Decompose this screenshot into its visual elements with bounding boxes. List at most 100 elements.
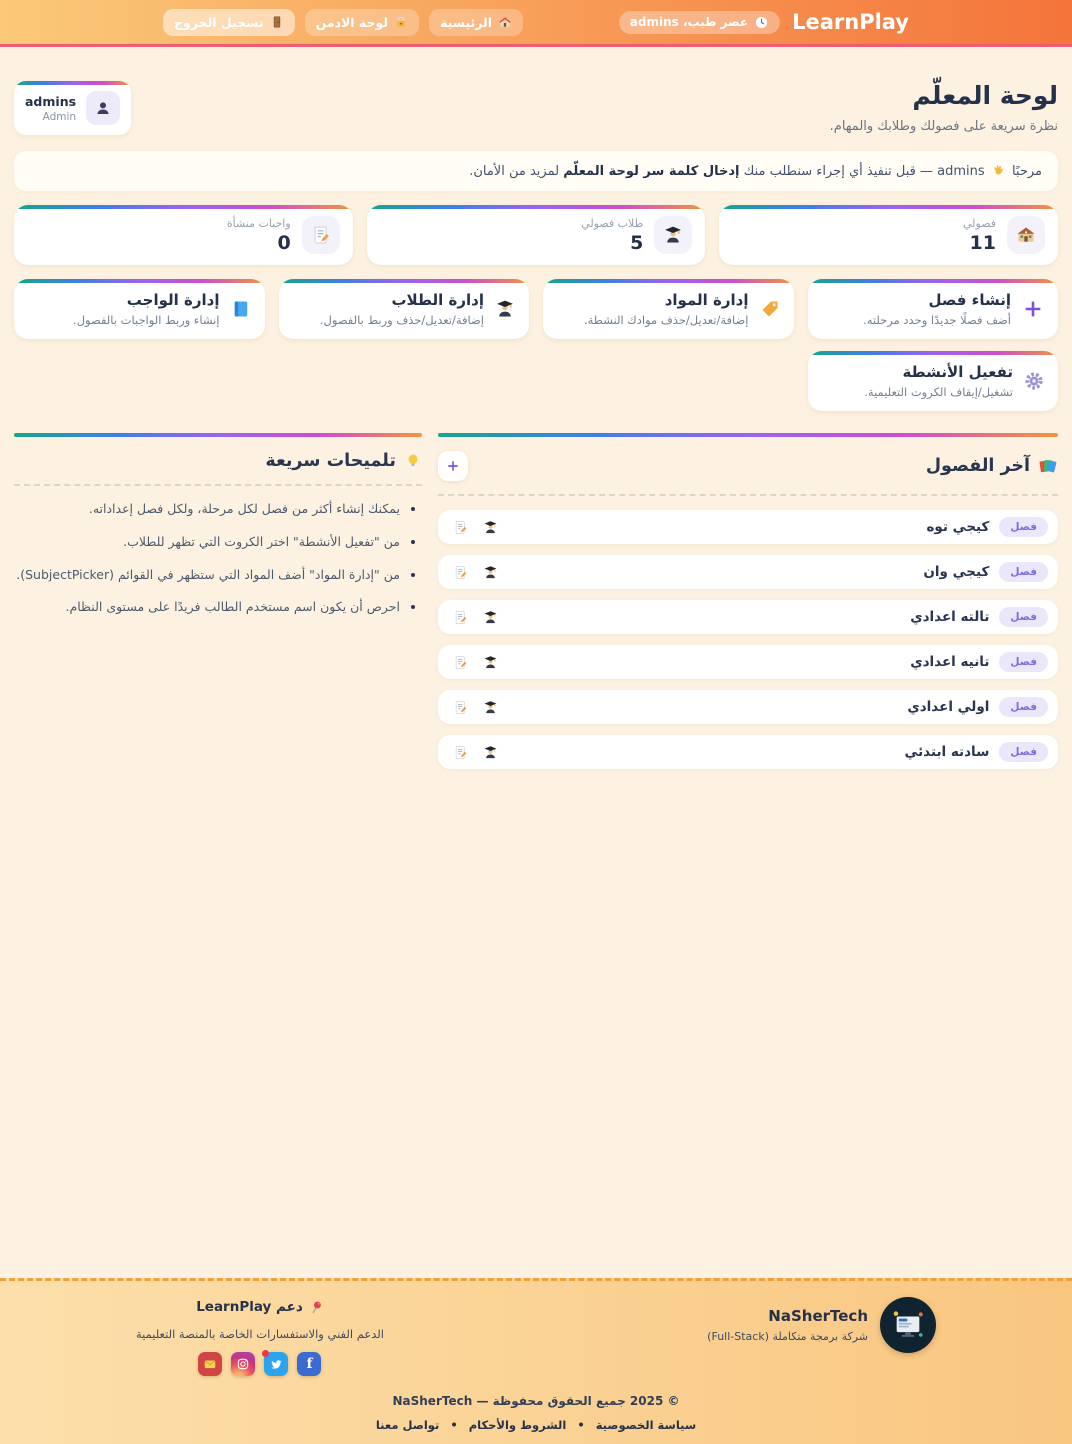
tip-item: من "تفعيل الأنشطة" اختر الكروت التي تظهر… [14, 533, 400, 552]
navbar: LearnPlay عصر طيب، admins الرئيسية لوحة … [0, 0, 1072, 47]
tips-panel: تلميحات سريعة يمكنك إنشاء أكثر من فصل لك… [14, 433, 422, 631]
main-content: لوحة المعلّم نظرة سريعة على فصولك وطلابك… [0, 47, 1072, 1278]
memo-icon [453, 565, 468, 580]
nav-admin-panel-button[interactable]: لوحة الادمن [304, 8, 420, 36]
page-subtitle: نظرة سريعة على فصولك وطلابك والمهام. [829, 119, 1058, 134]
class-name: كيجي وان [923, 564, 990, 580]
tip-item: من "إدارة المواد" أضف المواد التي ستظهر … [14, 566, 400, 585]
nav-logout-label: تسجيل الخروج [174, 14, 264, 30]
memo-icon [453, 610, 468, 625]
class-row[interactable]: فصل كيجي توه [437, 510, 1058, 544]
nav-admin-label: لوحة الادمن [315, 14, 389, 30]
class-row[interactable]: فصل اولي اعدادي [437, 690, 1058, 724]
class-students-button[interactable] [483, 565, 498, 580]
action-activate-activities[interactable]: تفعيل الأنشطة تشغيل/إيقاف الكروت التعليم… [807, 351, 1058, 411]
footer-links: سياسة الخصوصية • الشروط والأحكام • تواصل… [0, 1418, 1072, 1432]
email-icon[interactable] [198, 1351, 223, 1376]
door-icon [270, 15, 284, 29]
student-icon [483, 745, 498, 760]
stat-value: 11 [969, 231, 996, 254]
actions-grid: إنشاء فصل أضف فصلًا جديدًا وحدد مرحلته. … [14, 279, 1058, 411]
dashed-divider [437, 494, 1058, 496]
action-manage-subjects[interactable]: إدارة المواد إضافة/تعديل/حذف موادك النشط… [543, 279, 794, 339]
company-name: NaSherTech [768, 1307, 868, 1325]
waving-hand-icon [991, 163, 1006, 178]
stats-row: فصولي 11 طلاب فصولي 5 واجبات منشأة [14, 205, 1058, 265]
classes-title: آخر الفصول [925, 456, 1030, 476]
clock-icon [754, 15, 769, 30]
twitter-icon[interactable] [262, 1349, 289, 1376]
nav-home-label: الرئيسية [440, 14, 492, 30]
instagram-icon[interactable] [231, 1351, 256, 1376]
action-desc: تشغيل/إيقاف الكروت التعليمية. [864, 385, 1013, 399]
student-icon [483, 655, 498, 670]
class-students-button[interactable] [483, 700, 498, 715]
class-name: اولي اعدادي [907, 699, 990, 715]
class-students-button[interactable] [483, 610, 498, 625]
class-badge: فصل [999, 517, 1048, 537]
profile-name: admins [25, 93, 77, 109]
copyright: © 2025 جميع الحقوق محفوظة — NaSherTech [392, 1393, 680, 1408]
notification-dot [262, 1349, 270, 1357]
avatar [86, 91, 121, 125]
company-logo [880, 1297, 936, 1353]
books-icon [1038, 456, 1058, 476]
notice-user: admins [937, 164, 985, 179]
class-students-button[interactable] [483, 655, 498, 670]
action-create-class[interactable]: إنشاء فصل أضف فصلًا جديدًا وحدد مرحلته. [807, 279, 1058, 339]
add-class-button[interactable] [437, 451, 468, 481]
action-desc: أضف فصلًا جديدًا وحدد مرحلته. [863, 313, 1011, 327]
action-manage-assignments[interactable]: إدارة الواجب إنشاء وربط الواجبات بالفصول… [14, 279, 265, 339]
class-students-button[interactable] [483, 520, 498, 535]
class-row[interactable]: فصل كيجي وان [437, 555, 1058, 589]
person-icon [94, 99, 112, 117]
contact-link[interactable]: تواصل معنا [375, 1417, 440, 1432]
class-name: تالته اعدادي [910, 609, 990, 625]
tip-item: احرص أن يكون اسم مستخدم الطالب فريدًا عل… [14, 598, 400, 617]
camera-icon [236, 1357, 250, 1371]
security-notice: مرحبًا admins — قبل تنفيذ أي إجراء سنطلب… [14, 151, 1058, 191]
action-desc: إنشاء وربط الواجبات بالفصول. [73, 313, 220, 327]
class-name: كيجي توه [926, 519, 990, 535]
class-assignments-button[interactable] [453, 700, 468, 715]
classes-panel: آخر الفصول فصل كيجي توه [437, 433, 1058, 769]
class-assignments-button[interactable] [453, 565, 468, 580]
profile-card: admins Admin [14, 81, 132, 135]
action-manage-students[interactable]: إدارة الطلاب إضافة/تعديل/حذف وربط بالفصو… [278, 279, 529, 339]
separator: • [577, 1417, 585, 1432]
notice-bold: إدخال كلمة سر لوحة المعلّم [563, 164, 740, 179]
facebook-icon[interactable]: f [297, 1351, 322, 1376]
student-icon [663, 225, 683, 245]
class-row[interactable]: فصل تانيه اعدادي [437, 645, 1058, 679]
brand[interactable]: LearnPlay [792, 10, 909, 34]
class-name: سادته ابتدئي [904, 744, 990, 760]
privacy-policy-link[interactable]: سياسة الخصوصية [595, 1417, 697, 1432]
class-assignments-button[interactable] [453, 520, 468, 535]
page-title: لوحة المعلّم [912, 81, 1058, 110]
gear-icon [1024, 371, 1044, 391]
gradient-bar [437, 433, 1058, 437]
nav-home-button[interactable]: الرئيسية [429, 8, 523, 36]
class-badge: فصل [999, 742, 1048, 762]
tip-item: يمكنك إنشاء أكثر من فصل لكل مرحلة، ولكل … [14, 500, 400, 519]
class-students-button[interactable] [483, 745, 498, 760]
stat-label: طلاب فصولي [581, 216, 644, 230]
class-name: تانيه اعدادي [910, 654, 990, 670]
class-assignments-button[interactable] [453, 610, 468, 625]
main-panels: آخر الفصول فصل كيجي توه [14, 433, 1058, 769]
class-row[interactable]: فصل تالته اعدادي [437, 600, 1058, 634]
memo-icon [311, 225, 331, 245]
student-icon [495, 299, 515, 319]
profile-role: Admin [42, 110, 77, 123]
class-row[interactable]: فصل سادته ابتدئي [437, 735, 1058, 769]
stat-value: 5 [630, 231, 644, 254]
pushpin-icon [309, 1300, 324, 1315]
class-assignments-button[interactable] [453, 745, 468, 760]
nav-logout-button[interactable]: تسجيل الخروج [163, 8, 295, 36]
monitor-icon [891, 1308, 925, 1342]
terms-link[interactable]: الشروط والأحكام [468, 1417, 567, 1432]
gradient-bar [14, 433, 422, 437]
separator: • [450, 1417, 458, 1432]
stat-label: فصولي [963, 216, 996, 230]
class-assignments-button[interactable] [453, 655, 468, 670]
